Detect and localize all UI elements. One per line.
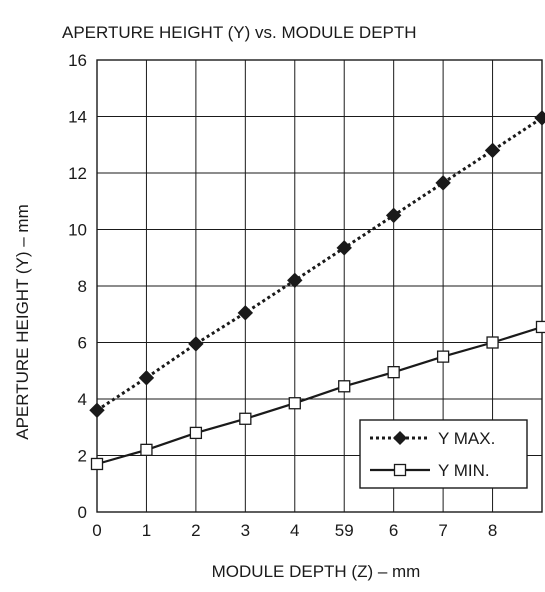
y-tick-label: 0 <box>78 503 87 522</box>
y-tick-label: 14 <box>68 108 87 127</box>
y-tick-label: 12 <box>68 164 87 183</box>
data-point-y-max <box>139 371 153 385</box>
data-point-y-min <box>537 321 545 332</box>
legend-marker-square <box>395 465 406 476</box>
series-line-y-max <box>97 118 542 410</box>
data-point-y-max <box>535 111 545 125</box>
data-point-y-min <box>190 427 201 438</box>
chart-title: APERTURE HEIGHT (Y) vs. MODULE DEPTH <box>62 23 417 42</box>
data-point-y-max <box>189 337 203 351</box>
y-tick-label: 4 <box>78 390 87 409</box>
x-tick-label: 8 <box>488 521 497 540</box>
data-point-y-min <box>289 398 300 409</box>
legend-label: Y MIN. <box>438 461 490 480</box>
y-tick-label: 16 <box>68 51 87 70</box>
data-point-y-min <box>438 351 449 362</box>
x-tick-label: 4 <box>290 521 299 540</box>
y-axis-label: APERTURE HEIGHT (Y) – mm <box>13 204 32 440</box>
x-tick-label: 6 <box>389 521 398 540</box>
data-point-y-min <box>388 367 399 378</box>
y-tick-label: 10 <box>68 221 87 240</box>
y-tick-label: 8 <box>78 277 87 296</box>
y-tick-label: 2 <box>78 447 87 466</box>
x-tick-label: 7 <box>438 521 447 540</box>
legend-label: Y MAX. <box>438 429 495 448</box>
x-tick-label: 59 <box>335 521 354 540</box>
x-tick-label: 2 <box>191 521 200 540</box>
y-tick-label: 6 <box>78 334 87 353</box>
data-point-y-min <box>487 337 498 348</box>
x-tick-label: 3 <box>241 521 250 540</box>
data-point-y-min <box>240 413 251 424</box>
data-point-y-min <box>339 381 350 392</box>
x-axis-label: MODULE DEPTH (Z) – mm <box>212 562 421 581</box>
data-point-y-max <box>238 306 252 320</box>
x-tick-label: 0 <box>92 521 101 540</box>
data-point-y-min <box>92 458 103 469</box>
data-point-y-min <box>141 444 152 455</box>
x-tick-label: 1 <box>142 521 151 540</box>
